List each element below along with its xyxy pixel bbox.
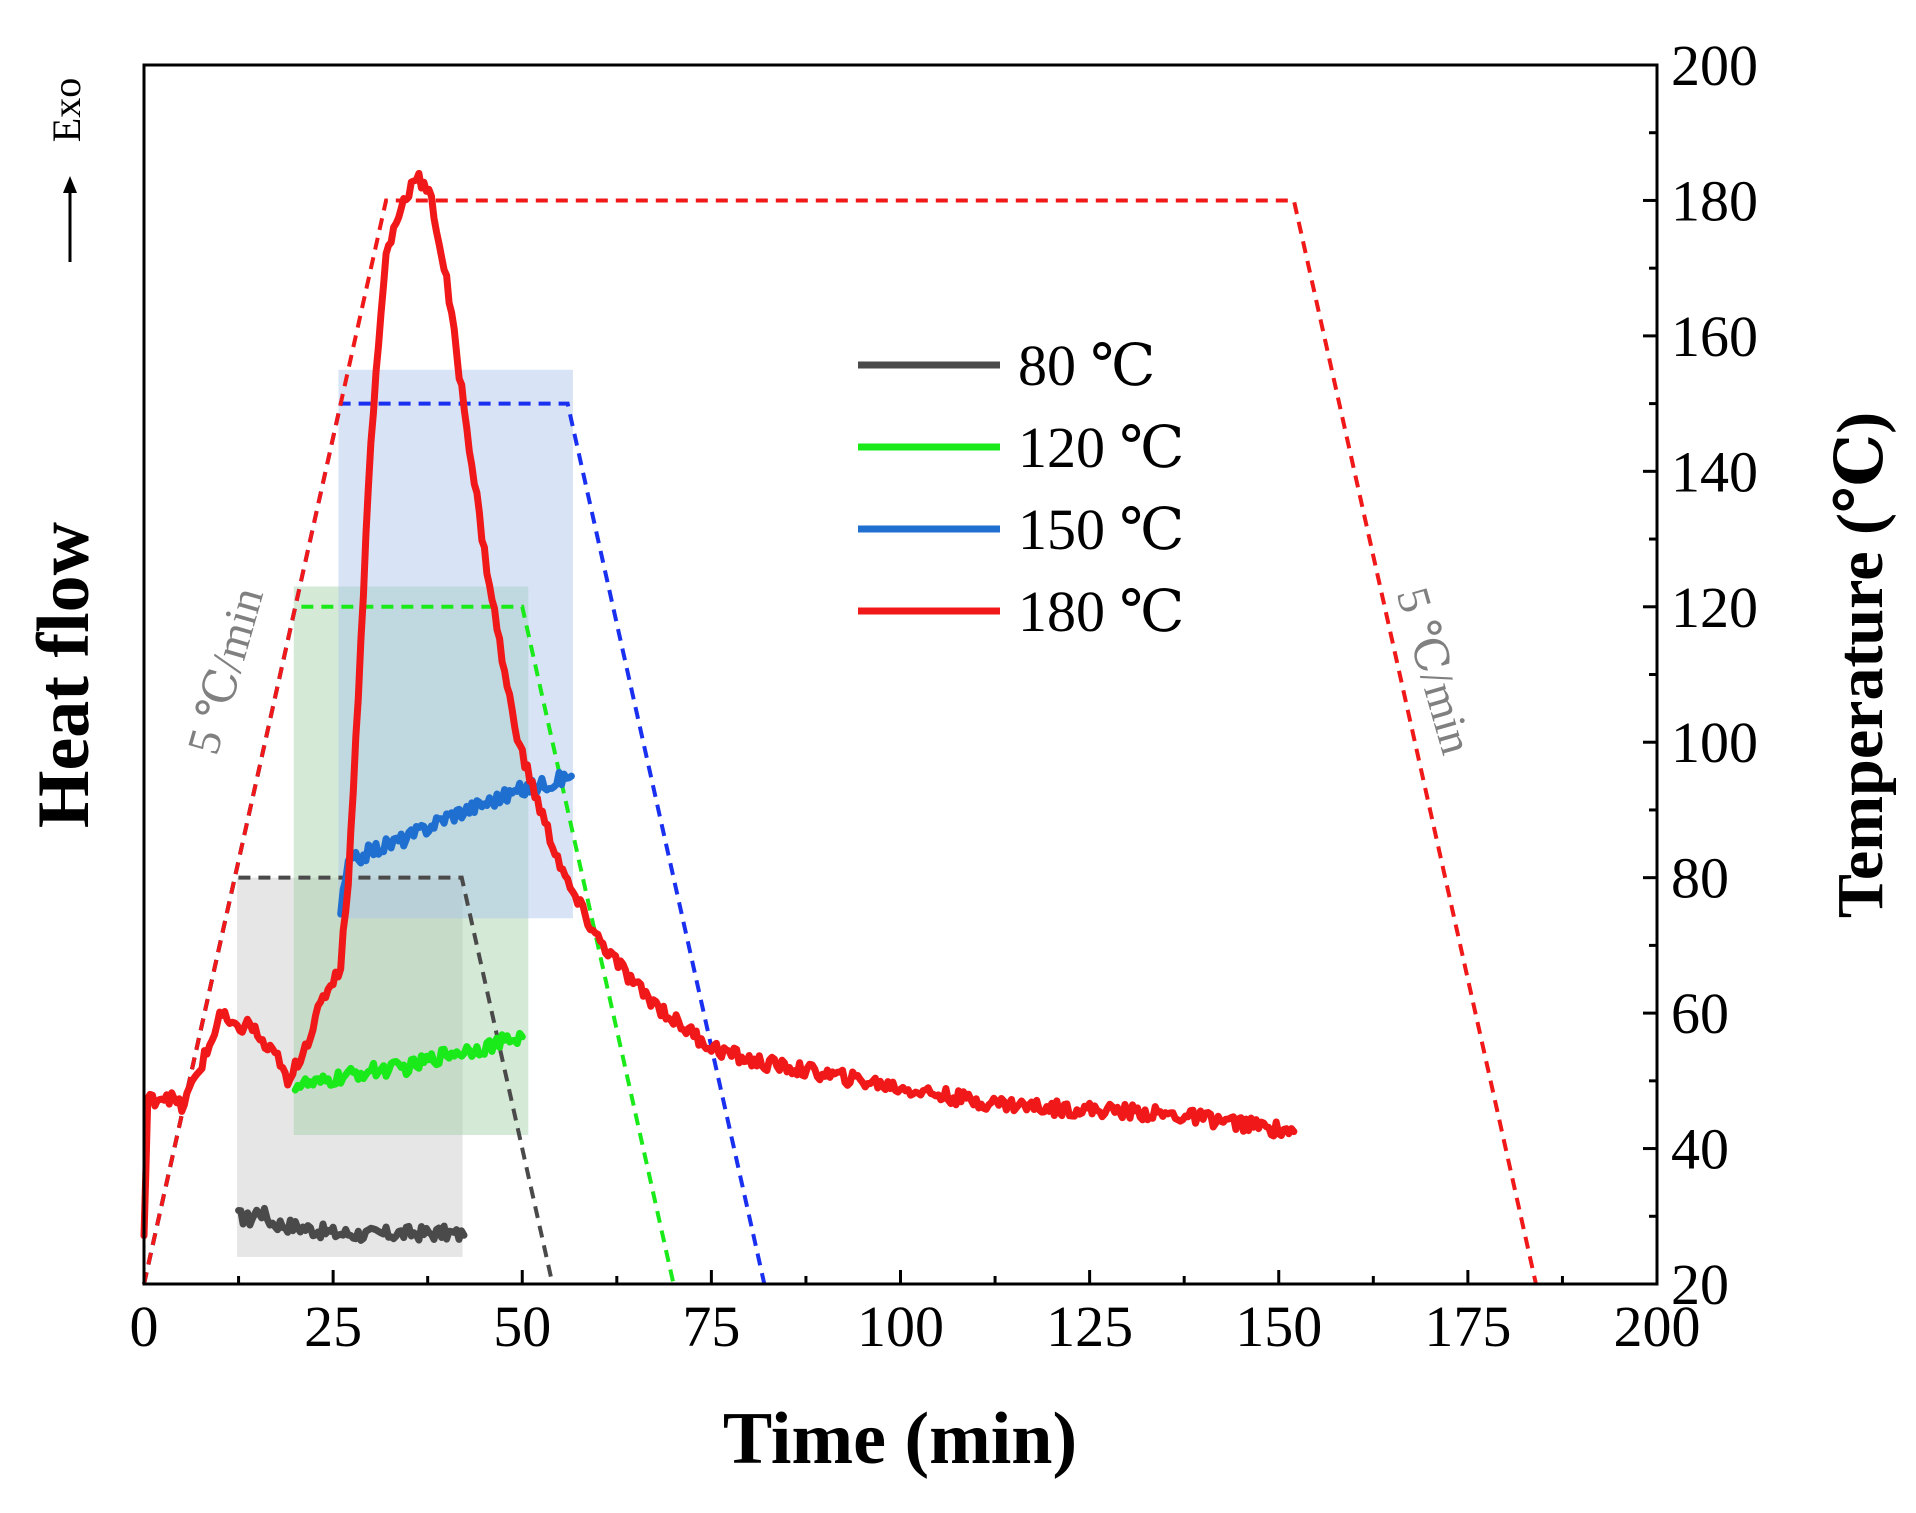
x-tick-label-25: 25 — [304, 1294, 362, 1359]
heat-flow-180 — [140, 169, 1298, 1240]
legend-label-180: 180 ℃ — [1018, 579, 1184, 644]
x-tick-label-100: 100 — [857, 1294, 944, 1359]
isothermal-region-150 — [338, 369, 573, 919]
right-axis-title: Temperature (℃) — [1824, 412, 1897, 918]
exo-indicator: Exo — [44, 78, 89, 262]
x-tick-label-75: 75 — [682, 1294, 740, 1359]
x-tick-label-0: 0 — [130, 1294, 159, 1359]
y-tick-label-40: 40 — [1671, 1117, 1729, 1182]
x-tick-label-125: 125 — [1046, 1294, 1133, 1359]
y-tick-label-200: 200 — [1671, 33, 1758, 98]
temperature-profile-180 — [142, 198, 1538, 1285]
left-axis-title: Heat flow — [23, 521, 105, 828]
axes: 0 25 50 75 100 125 150 175 200204060801001201401… — [130, 33, 1759, 1359]
isothermal-regions — [237, 369, 573, 1257]
y-tick-label-100: 100 — [1671, 710, 1758, 775]
legend: 80 ℃ 120 ℃ 150 ℃ 180 ℃ — [858, 333, 1184, 644]
heat-flow-80 — [235, 1204, 468, 1244]
x-tick-label-150: 150 — [1235, 1294, 1322, 1359]
y-tick-label-20: 20 — [1671, 1252, 1729, 1317]
x-axis-title: Time (min) — [723, 1398, 1077, 1480]
legend-label-80: 80 ℃ — [1018, 333, 1155, 398]
heat-flow-series — [140, 169, 1298, 1244]
y-tick-label-80: 80 — [1671, 846, 1729, 911]
x-tick-label-175: 175 — [1424, 1294, 1511, 1359]
y-tick-label-60: 60 — [1671, 981, 1729, 1046]
heating-rate-label: 5 ℃/min — [177, 582, 273, 760]
exo-label: Exo — [44, 78, 89, 142]
heat-flow-120 — [291, 1029, 526, 1094]
y-tick-label-180: 180 — [1671, 168, 1758, 233]
cooling-rate-label: 5 ℃/min — [1387, 582, 1483, 760]
y-tick-label-160: 160 — [1671, 304, 1758, 369]
x-tick-label-200: 200 — [1614, 1294, 1701, 1359]
legend-label-120: 120 ℃ — [1018, 415, 1184, 480]
y-tick-label-120: 120 — [1671, 575, 1758, 640]
exo-arrow-head — [63, 176, 77, 193]
y-tick-label-140: 140 — [1671, 439, 1758, 504]
legend-label-150: 150 ℃ — [1018, 497, 1184, 562]
x-tick-label-50: 50 — [493, 1294, 551, 1359]
